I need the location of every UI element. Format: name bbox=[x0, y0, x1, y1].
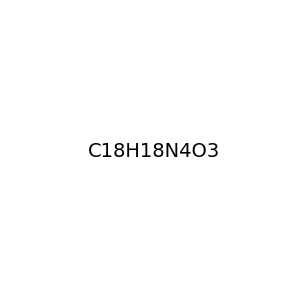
Text: C18H18N4O3: C18H18N4O3 bbox=[88, 142, 220, 161]
